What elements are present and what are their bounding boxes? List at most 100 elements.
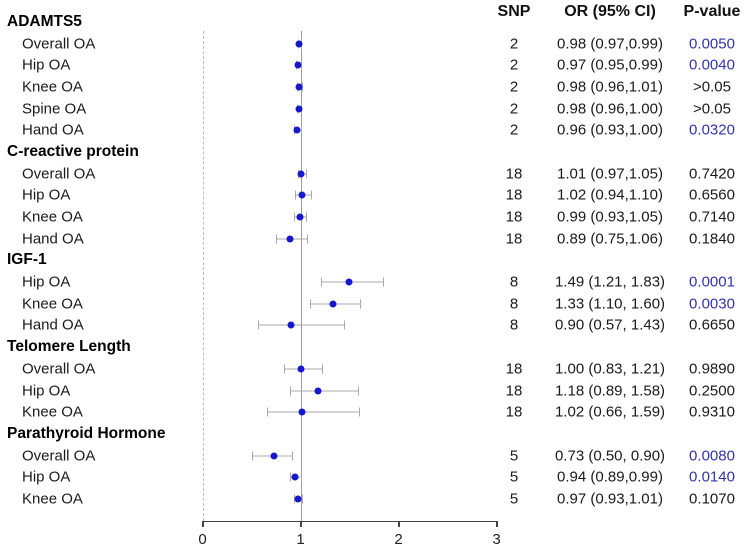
row-label: Knee OA bbox=[22, 403, 83, 421]
x-axis-tick-mark bbox=[202, 521, 204, 527]
forest-row: Overall OA 18 1.00 (0.83, 1.21) 0.9890 bbox=[0, 358, 750, 380]
or-ci-value: 1.01 (0.97,1.05) bbox=[557, 165, 663, 183]
odds-ratio-point bbox=[295, 105, 303, 113]
snp-count: 8 bbox=[509, 295, 519, 313]
p-value: 0.9890 bbox=[689, 360, 735, 378]
p-value: 0.0001 bbox=[689, 273, 735, 291]
plot-rows: ADAMTS5 Overall OA 2 0.98 (0.97,0.99) 0.0050… bbox=[0, 11, 750, 510]
or-ci-value: 0.96 (0.93,1.00) bbox=[557, 121, 663, 139]
odds-ratio-point bbox=[295, 40, 303, 48]
forest-row: Overall OA 18 1.01 (0.97,1.05) 0.7420 bbox=[0, 163, 750, 185]
confidence-interval-whisker bbox=[321, 277, 384, 287]
p-value: 0.6650 bbox=[689, 316, 735, 334]
p-value: 0.1070 bbox=[689, 490, 735, 508]
forest-row: Overall OA 5 0.73 (0.50, 0.90) 0.0080 bbox=[0, 445, 750, 467]
odds-ratio-point bbox=[297, 365, 304, 373]
snp-count: 18 bbox=[505, 165, 523, 183]
or-ci-value: 0.73 (0.50, 0.90) bbox=[554, 447, 666, 465]
section-header-row: C-reactive protein bbox=[0, 141, 750, 163]
x-axis-tick-label: 3 bbox=[492, 531, 501, 548]
forest-row: Knee OA 8 1.33 (1.10, 1.60) 0.0030 bbox=[0, 293, 750, 315]
row-label: Hip OA bbox=[22, 382, 71, 400]
or-ci-value: 1.18 (0.89, 1.58) bbox=[554, 382, 666, 400]
or-ci-value: 1.00 (0.83, 1.21) bbox=[554, 360, 666, 378]
forest-row: Knee OA 18 1.02 (0.66, 1.59) 0.9310 bbox=[0, 401, 750, 423]
confidence-interval-whisker bbox=[289, 386, 360, 396]
snp-count: 18 bbox=[505, 186, 523, 204]
p-value: 0.0040 bbox=[689, 56, 735, 74]
row-label: Knee OA bbox=[22, 490, 83, 508]
snp-count: 18 bbox=[505, 403, 523, 421]
or-ci-value: 0.98 (0.97,0.99) bbox=[557, 35, 663, 53]
x-axis-tick-label: 2 bbox=[394, 531, 403, 548]
x-axis-tick-mark bbox=[496, 521, 498, 527]
section-header-row: Parathyroid Hormone bbox=[0, 423, 750, 445]
section-header-row: IGF-1 bbox=[0, 250, 750, 272]
snp-count: 18 bbox=[505, 360, 523, 378]
odds-ratio-point bbox=[287, 321, 295, 329]
x-axis-tick-mark bbox=[398, 521, 400, 527]
p-value: 0.1840 bbox=[689, 230, 735, 248]
section-label: IGF-1 bbox=[7, 251, 47, 269]
or-ci-value: 1.49 (1.21, 1.83) bbox=[554, 273, 666, 291]
forest-row: Hand OA 2 0.96 (0.93,1.00) 0.0320 bbox=[0, 119, 750, 141]
row-label: Hip OA bbox=[22, 56, 71, 74]
odds-ratio-point bbox=[270, 452, 278, 460]
row-label: Overall OA bbox=[22, 35, 96, 53]
zero-dashed-reference-line bbox=[202, 31, 204, 521]
forest-row: Hip OA 5 0.94 (0.89,0.99) 0.0140 bbox=[0, 466, 750, 488]
or-ci-value: 1.02 (0.66, 1.59) bbox=[554, 403, 666, 421]
x-axis-tick-mark bbox=[300, 521, 302, 527]
odds-ratio-point bbox=[298, 191, 306, 199]
section-label: C-reactive protein bbox=[7, 142, 139, 160]
snp-count: 2 bbox=[509, 78, 519, 96]
forest-row: Spine OA 2 0.98 (0.96,1.00) >0.05 bbox=[0, 98, 750, 120]
row-label: Overall OA bbox=[22, 165, 96, 183]
snp-count: 18 bbox=[505, 382, 523, 400]
or-ci-value: 1.33 (1.10, 1.60) bbox=[554, 295, 666, 313]
odds-ratio-point bbox=[291, 473, 299, 481]
forest-row: Hip OA 2 0.97 (0.95,0.99) 0.0040 bbox=[0, 54, 750, 76]
odds-ratio-point bbox=[297, 170, 305, 178]
odds-ratio-point bbox=[329, 300, 337, 308]
or-ci-value: 1.02 (0.94,1.10) bbox=[557, 186, 663, 204]
p-value: 0.0320 bbox=[689, 121, 735, 139]
confidence-interval-whisker bbox=[258, 320, 345, 330]
p-value: 0.9310 bbox=[689, 403, 735, 421]
odds-ratio-point bbox=[286, 235, 294, 243]
snp-count: 2 bbox=[509, 100, 519, 118]
p-value: >0.05 bbox=[693, 100, 731, 118]
forest-row: Overall OA 2 0.98 (0.97,0.99) 0.0050 bbox=[0, 33, 750, 55]
row-label: Hand OA bbox=[22, 316, 84, 334]
or-ci-value: 0.90 (0.57, 1.43) bbox=[554, 316, 666, 334]
snp-count: 5 bbox=[509, 490, 519, 508]
odds-ratio-point bbox=[294, 495, 302, 503]
snp-count: 8 bbox=[509, 273, 519, 291]
forest-row: Hand OA 18 0.89 (0.75,1.06) 0.1840 bbox=[0, 228, 750, 250]
forest-row: Knee OA 18 0.99 (0.93,1.05) 0.7140 bbox=[0, 206, 750, 228]
section-label: Parathyroid Hormone bbox=[7, 424, 166, 442]
row-label: Overall OA bbox=[22, 360, 96, 378]
odds-ratio-point bbox=[294, 61, 302, 69]
row-label: Knee OA bbox=[22, 78, 83, 96]
forest-row: Knee OA 2 0.98 (0.96,1.01) >0.05 bbox=[0, 76, 750, 98]
or-ci-value: 0.94 (0.89,0.99) bbox=[557, 468, 663, 486]
row-label: Hip OA bbox=[22, 468, 71, 486]
odds-ratio-point bbox=[296, 213, 304, 221]
p-value: 0.7140 bbox=[689, 208, 735, 226]
snp-count: 18 bbox=[505, 230, 523, 248]
x-axis-tick-label: 0 bbox=[198, 531, 207, 548]
snp-count: 18 bbox=[505, 208, 523, 226]
p-value: 0.0080 bbox=[689, 447, 735, 465]
p-value: 0.0140 bbox=[689, 468, 735, 486]
or-ci-value: 0.97 (0.95,0.99) bbox=[557, 56, 663, 74]
p-value: >0.05 bbox=[693, 78, 731, 96]
odds-ratio-point bbox=[293, 126, 301, 134]
x-axis-line bbox=[202, 521, 497, 522]
column-header-snp: SNP bbox=[497, 3, 531, 20]
snp-count: 5 bbox=[509, 447, 519, 465]
row-label: Knee OA bbox=[22, 295, 83, 313]
p-value: 0.2500 bbox=[689, 382, 735, 400]
section-label: ADAMTS5 bbox=[7, 12, 82, 30]
